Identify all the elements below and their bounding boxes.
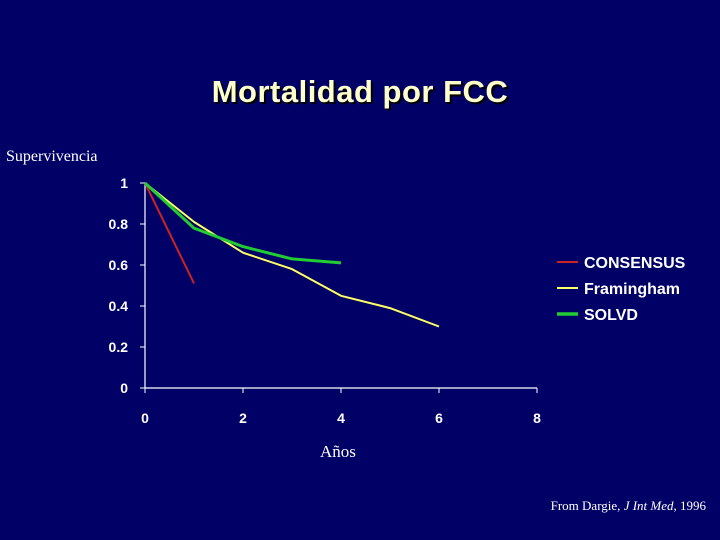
y-tick-label: 0.6: [109, 257, 129, 273]
chart-legend: CONSENSUS Framingham SOLVD: [557, 255, 686, 324]
x-tick-label: 2: [239, 410, 247, 426]
y-tick-label: 1: [120, 175, 128, 191]
source-prefix: From Dargie,: [550, 498, 624, 513]
x-axis-label: Años: [320, 442, 356, 461]
legend-label-solvd: SOLVD: [584, 307, 638, 324]
y-axis-label: Supervivencia: [6, 148, 98, 165]
source-year: , 1996: [673, 498, 707, 513]
y-tick-label: 0: [120, 380, 128, 396]
x-tick-label: 0: [141, 410, 149, 426]
x-tick-label: 4: [337, 410, 345, 426]
y-tick-label: 0.8: [109, 216, 129, 232]
chart-axes: [144, 183, 537, 389]
chart-ticks: 0 0.2 0.4 0.6 0.8 1 0 2 4 6 8: [109, 175, 542, 426]
slide-title: Mortalidad por FCC: [211, 74, 509, 109]
series-line-consensus: [144, 182, 195, 284]
series-line-solvd: [143, 181, 342, 265]
y-tick-label: 0.4: [109, 298, 129, 314]
y-tick-label: 0.2: [109, 339, 129, 355]
source-citation: From Dargie, J Int Med, 1996: [551, 498, 706, 514]
legend-label-consensus: CONSENSUS: [584, 255, 686, 272]
source-journal: J Int Med: [623, 498, 674, 513]
series-line-framingham: [144, 182, 440, 328]
x-tick-label: 8: [533, 410, 541, 426]
x-tick-label: 6: [435, 410, 443, 426]
legend-label-framingham: Framingham: [584, 281, 680, 298]
chart-series: [143, 181, 440, 328]
